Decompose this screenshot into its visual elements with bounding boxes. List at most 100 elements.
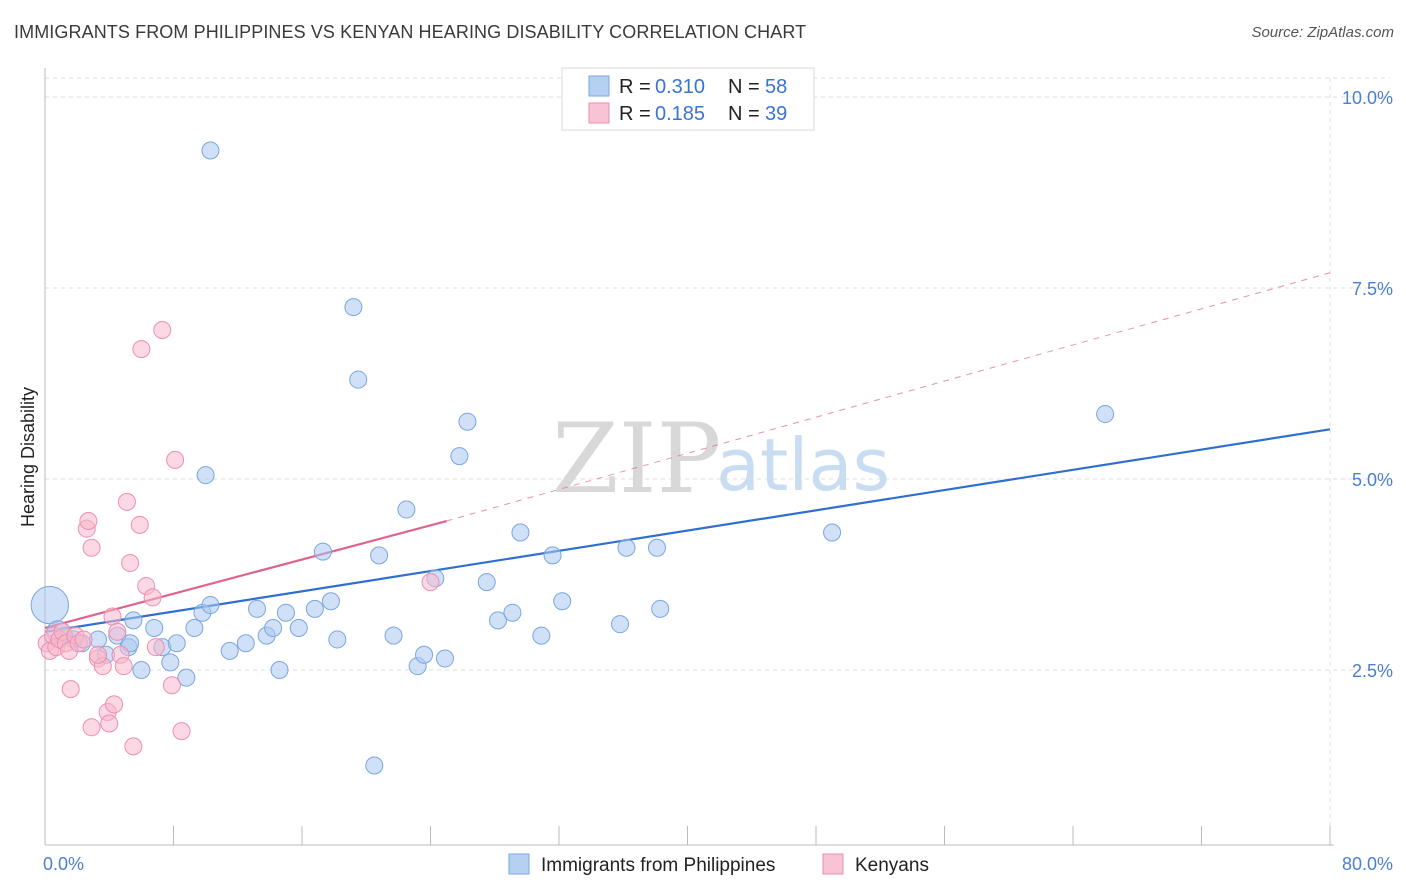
legend-r-value-1: 0.185 <box>655 103 705 125</box>
point-philippines-31 <box>313 542 332 561</box>
watermark: ZIP atlas <box>552 403 890 515</box>
point-kenyans-15 <box>82 718 101 737</box>
point-kenyans-25 <box>117 492 136 511</box>
point-kenyans-14 <box>79 512 98 531</box>
point-philippines-26 <box>264 618 283 637</box>
point-philippines-57 <box>823 523 842 542</box>
legend: R = 0.310 N = 58 R = 0.185 N = 39 <box>561 67 815 131</box>
watermark-atlas: atlas <box>716 423 890 507</box>
point-philippines-49 <box>532 626 551 645</box>
legend-n-value-1: 39 <box>765 103 787 125</box>
legend-r-label-0: R = <box>619 76 651 98</box>
data-points <box>30 141 1115 775</box>
point-philippines-20 <box>196 466 215 485</box>
point-philippines-56 <box>651 599 670 618</box>
legend-r-label-1: R = <box>619 103 651 125</box>
point-kenyans-13 <box>82 538 101 557</box>
y-tick-label-3: 10.0% <box>1342 88 1393 108</box>
point-philippines-24 <box>248 599 267 618</box>
series-philippines <box>30 141 1115 775</box>
series-kenyans <box>37 321 440 756</box>
point-philippines-34 <box>344 298 363 317</box>
point-kenyans-28 <box>130 515 149 534</box>
point-philippines-10 <box>121 634 140 653</box>
trend-line-kenyans-extension <box>446 272 1331 522</box>
point-kenyans-32 <box>146 638 165 657</box>
source-credit: Source: ZipAtlas.com <box>1251 24 1394 41</box>
point-philippines-47 <box>503 603 522 622</box>
point-philippines-30 <box>305 599 324 618</box>
legend-n-value-0: 58 <box>765 76 787 98</box>
bottom-legend: Immigrants from Philippines Kenyans <box>508 853 929 876</box>
point-philippines-33 <box>328 630 347 649</box>
point-philippines-43 <box>450 447 469 466</box>
point-philippines-0 <box>30 585 70 625</box>
trend-line-philippines <box>44 428 1331 633</box>
point-philippines-22 <box>220 641 239 660</box>
tick-labels: 2.5% 5.0% 7.5% 10.0% 0.0% 80.0% <box>43 88 1393 874</box>
point-philippines-44 <box>458 412 477 431</box>
point-philippines-46 <box>488 611 507 630</box>
point-philippines-58 <box>1096 405 1115 424</box>
y-tick-label-1: 5.0% <box>1352 470 1393 490</box>
point-philippines-28 <box>276 603 295 622</box>
point-philippines-40 <box>415 645 434 664</box>
point-philippines-55 <box>647 538 666 557</box>
point-philippines-52 <box>365 756 384 775</box>
point-kenyans-31 <box>143 588 162 607</box>
legend-swatch-0 <box>588 75 610 97</box>
bottom-legend-swatch-0 <box>508 853 530 875</box>
point-philippines-42 <box>435 649 454 668</box>
point-philippines-11 <box>132 661 151 679</box>
point-kenyans-8 <box>61 680 80 699</box>
y-tick-label-0: 2.5% <box>1352 661 1393 681</box>
point-philippines-14 <box>161 653 180 672</box>
point-philippines-21 <box>201 141 220 160</box>
bottom-legend-swatch-1 <box>822 853 844 875</box>
point-philippines-38 <box>397 500 416 519</box>
point-kenyans-33 <box>153 321 172 340</box>
point-philippines-35 <box>349 370 368 389</box>
point-philippines-12 <box>145 618 164 637</box>
legend-n-label-0: N = <box>728 76 760 98</box>
point-philippines-19 <box>201 596 220 615</box>
point-philippines-51 <box>553 592 572 611</box>
point-kenyans-35 <box>166 450 185 469</box>
point-philippines-53 <box>611 615 630 634</box>
point-kenyans-24 <box>114 657 133 676</box>
point-kenyans-22 <box>108 622 127 641</box>
x-tick-label-max: 80.0% <box>1342 854 1393 874</box>
point-kenyans-36 <box>172 722 191 741</box>
x-tick-label-min: 0.0% <box>43 854 84 874</box>
point-philippines-48 <box>511 523 530 542</box>
bottom-legend-label-0: Immigrants from Philippines <box>541 855 775 876</box>
point-kenyans-11 <box>74 630 93 649</box>
bottom-legend-label-1: Kenyans <box>855 855 929 876</box>
point-kenyans-27 <box>124 737 143 756</box>
point-philippines-37 <box>384 626 403 645</box>
point-philippines-45 <box>477 573 496 592</box>
point-kenyans-29 <box>132 340 151 359</box>
point-philippines-29 <box>289 618 308 637</box>
point-philippines-27 <box>270 661 289 679</box>
y-tick-label-2: 7.5% <box>1352 279 1393 299</box>
point-philippines-54 <box>617 538 636 557</box>
point-philippines-23 <box>236 634 255 653</box>
watermark-zip: ZIP <box>552 403 721 515</box>
y-axis-title: Hearing Disability <box>18 387 38 527</box>
point-philippines-16 <box>177 668 196 687</box>
legend-r-value-0: 0.310 <box>655 76 705 98</box>
point-philippines-32 <box>321 592 340 611</box>
point-kenyans-26 <box>121 554 140 573</box>
point-kenyans-19 <box>100 714 119 733</box>
point-philippines-15 <box>167 634 186 653</box>
legend-swatch-1 <box>588 102 610 124</box>
point-philippines-17 <box>185 618 204 637</box>
legend-n-label-1: N = <box>728 103 760 125</box>
chart-title: IMMIGRANTS FROM PHILIPPINES VS KENYAN HE… <box>14 22 807 42</box>
point-kenyans-38 <box>421 573 440 592</box>
axes <box>44 68 1334 846</box>
point-kenyans-20 <box>103 607 122 626</box>
point-philippines-50 <box>543 546 562 565</box>
